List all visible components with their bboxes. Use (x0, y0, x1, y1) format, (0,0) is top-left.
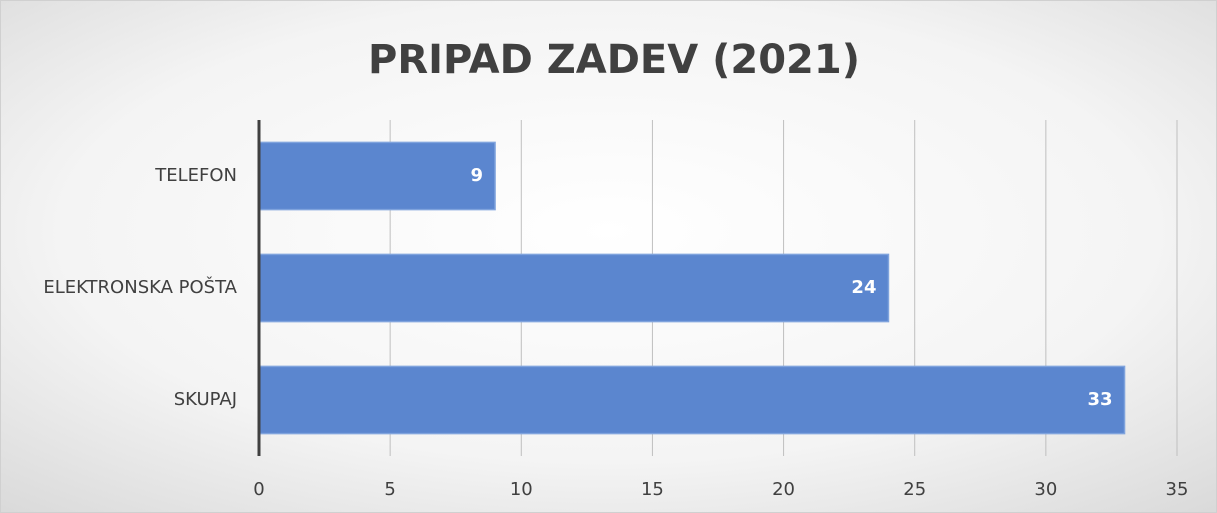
data-label: 9 (471, 165, 484, 186)
y-tick-label: ELEKTRONSKA POŠTA (43, 276, 237, 298)
y-tick-label: TELEFON (154, 165, 237, 186)
bar (258, 253, 890, 323)
y-tick-label: SKUPAJ (174, 389, 237, 410)
bar (258, 365, 1126, 435)
x-tick-label: 30 (1034, 479, 1057, 500)
x-tick-label: 10 (510, 479, 533, 500)
x-tick-label: 20 (772, 479, 795, 500)
x-tick-label: 5 (384, 479, 395, 500)
bar (258, 141, 496, 211)
data-label: 33 (1087, 389, 1112, 410)
x-tick-label: 35 (1166, 479, 1189, 500)
data-label: 24 (851, 277, 876, 298)
x-tick-label: 15 (641, 479, 664, 500)
x-tick-label: 0 (253, 479, 264, 500)
x-tick-label: 25 (903, 479, 926, 500)
chart-title: PRIPAD ZADEV (2021) (368, 37, 860, 83)
